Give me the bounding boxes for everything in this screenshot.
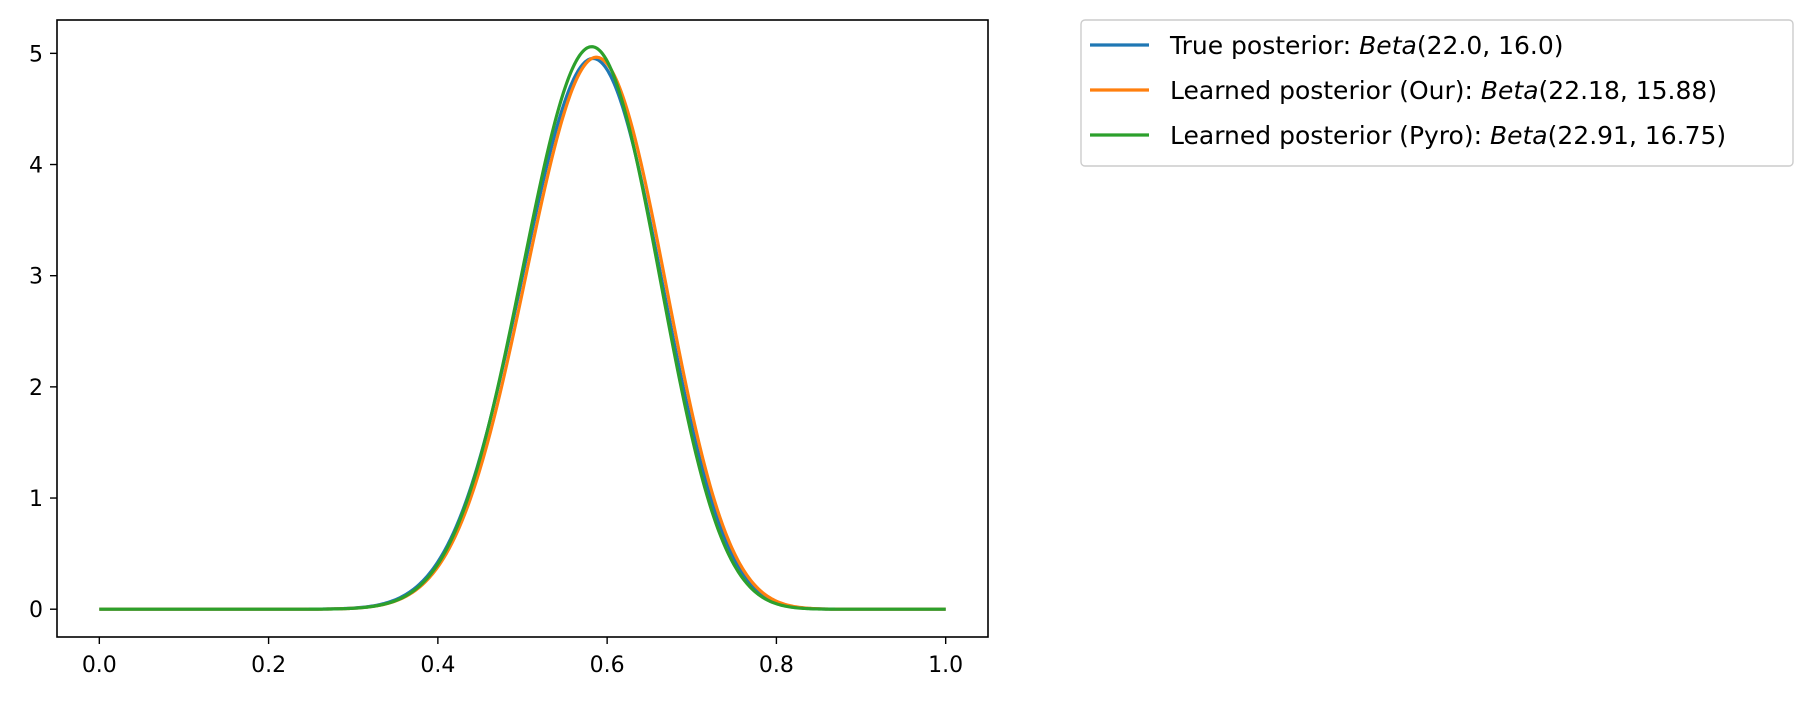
legend-label-func: Beta [1481,76,1539,105]
x-tick-label: 0.4 [420,653,455,678]
y-tick-label: 2 [29,376,43,401]
legend-label-func: Beta [1490,121,1548,150]
legend-label: Learned posterior (Our): Beta(22.18, 15.… [1170,76,1717,105]
legend-label-text: True posterior: [1169,31,1359,60]
legend: True posterior: Beta(22.0, 16.0)Learned … [1080,19,1794,167]
y-tick-label: 4 [29,154,43,179]
y-tick-label: 0 [29,598,43,623]
x-tick-label: 0.6 [590,653,625,678]
legend-label: Learned posterior (Pyro): Beta(22.91, 16… [1170,121,1726,150]
x-tick-label: 0.2 [251,653,286,678]
series-line-2 [99,45,946,611]
x-axis: 0.0 0.2 0.4 0.6 0.8 1.0 [82,637,963,678]
legend-box [1080,19,1794,167]
plot-area-border [56,19,989,638]
y-tick-label: 3 [29,265,43,290]
y-tick-label: 1 [29,487,43,512]
legend-entries: True posterior: Beta(22.0, 16.0)Learned … [1090,31,1726,150]
y-axis: 0 1 2 3 4 5 [29,42,57,623]
x-tick-label: 0.0 [82,653,117,678]
axes-frame [56,19,989,638]
legend-label-args: (22.0, 16.0) [1417,31,1564,60]
legend-label-args: (22.18, 15.88) [1539,76,1718,105]
legend-label-text: Learned posterior (Our): [1170,76,1481,105]
legend-label: True posterior: Beta(22.0, 16.0) [1169,31,1564,60]
legend-label-func: Beta [1359,31,1417,60]
series-lines [99,45,946,611]
x-tick-label: 0.8 [759,653,794,678]
legend-label-args: (22.91, 16.75) [1548,121,1727,150]
x-tick-label: 1.0 [928,653,963,678]
legend-label-text: Learned posterior (Pyro): [1170,121,1490,150]
y-tick-label: 5 [29,42,43,67]
